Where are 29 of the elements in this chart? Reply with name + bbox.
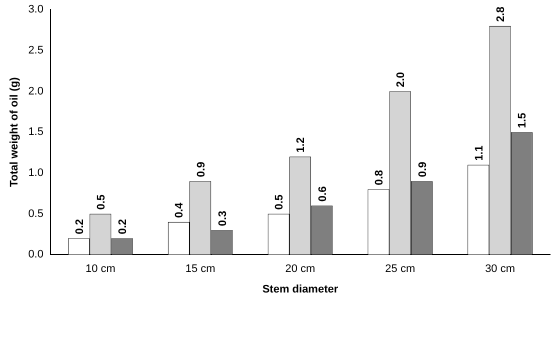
data-label: 1.1 [473,145,486,161]
data-label: 0.4 [174,202,186,218]
data-label: 0.2 [117,218,130,234]
x-tick-label: 20 cm [285,263,316,276]
x-tick-label: 30 cm [485,263,516,276]
data-label: 1.2 [295,137,308,153]
x-tick-label: 15 cm [185,263,216,276]
x-tick-label: 25 cm [385,263,416,276]
x-axis-title: Stem diameter [262,283,339,296]
y-axis-title: Total weight of oil (g) [8,76,21,187]
data-label: 2.0 [395,72,408,88]
data-label: 0.5 [274,194,286,210]
y-tick-label: 2.0 [28,85,44,98]
data-label: 0.9 [416,162,429,178]
x-tick-label: 10 cm [85,263,116,276]
data-label: 0.5 [95,194,108,210]
y-tick-label: 1.5 [28,126,44,138]
data-label: 0.2 [74,218,86,234]
data-label: 0.3 [216,210,229,226]
data-label: 1.5 [516,112,529,128]
y-tick-label: 0.5 [28,208,44,220]
data-label: 0.6 [316,186,329,202]
y-tick-label: 0.0 [28,248,44,261]
data-label: 0.8 [374,170,386,186]
y-tick-label: 3.0 [28,4,44,16]
data-label: 2.8 [495,6,508,22]
y-tick-label: 2.5 [28,44,44,56]
y-tick-label: 1.0 [28,166,44,179]
data-label: 0.9 [195,162,208,178]
